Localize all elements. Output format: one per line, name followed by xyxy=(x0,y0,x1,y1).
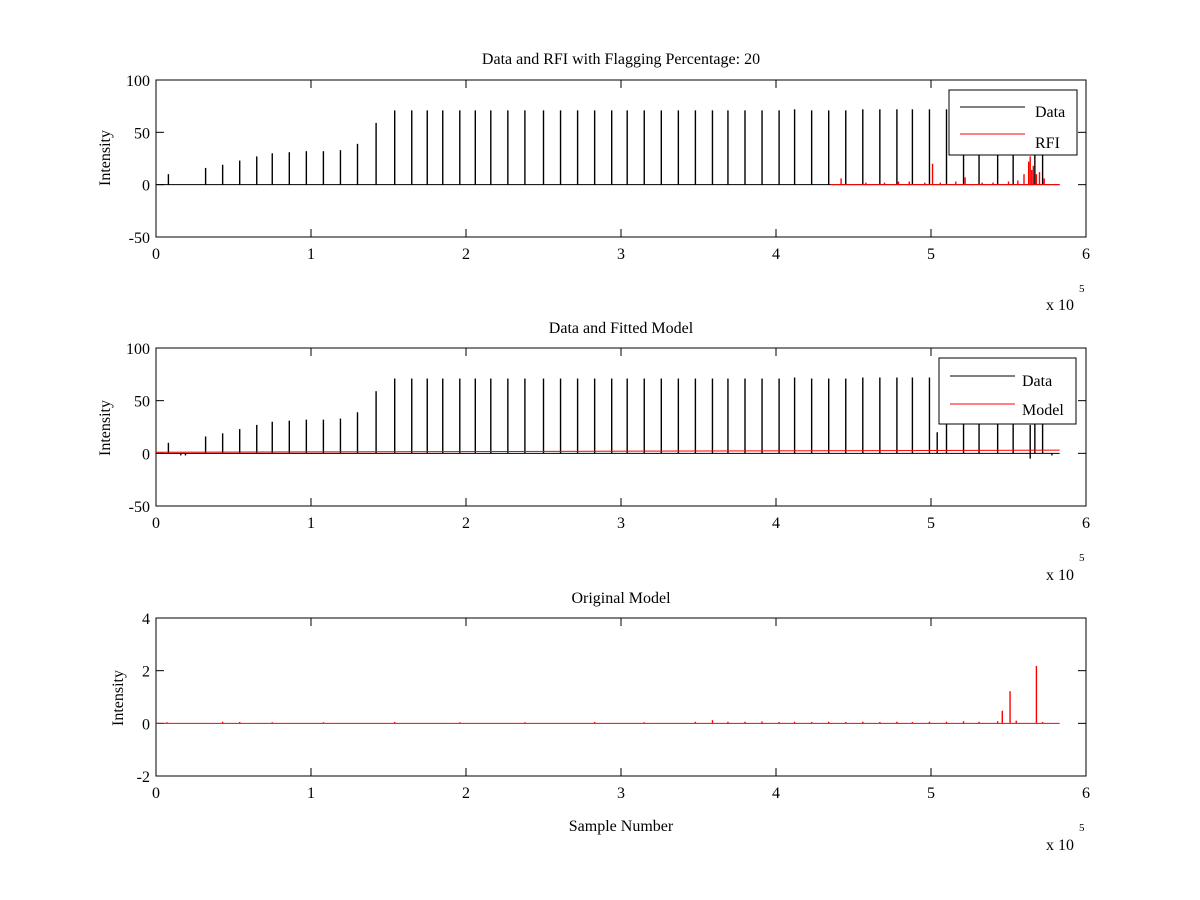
x-tick-label: 3 xyxy=(617,246,625,263)
y-tick-label: -50 xyxy=(129,230,150,247)
y-tick-label: 0 xyxy=(142,446,150,463)
y-tick-label: 0 xyxy=(142,178,150,195)
x-tick-label: 0 xyxy=(152,246,160,263)
chart-title: Original Model xyxy=(571,590,671,607)
y-tick-label: 2 xyxy=(142,664,150,681)
legend-box xyxy=(948,89,1078,156)
y-tick-label: 50 xyxy=(134,125,150,142)
x-tick-label: 3 xyxy=(617,515,625,532)
x-tick-label: 2 xyxy=(462,246,470,263)
x-tick-label: 6 xyxy=(1082,785,1090,802)
x-tick-label: 1 xyxy=(307,246,315,263)
y-axis-label: Intensity xyxy=(110,670,127,726)
chart-title: Data and RFI with Flagging Percentage: 2… xyxy=(482,51,760,68)
x-tick-label: 4 xyxy=(772,246,780,263)
y-tick-label: 100 xyxy=(126,73,150,90)
legend-label-model: Model xyxy=(1022,402,1064,419)
x-tick-label: 5 xyxy=(927,785,935,802)
plot-area xyxy=(155,617,1087,777)
plot-area xyxy=(155,79,1087,238)
y-tick-label: 50 xyxy=(134,394,150,411)
plot-area xyxy=(155,347,1087,507)
x-tick-label: 4 xyxy=(772,785,780,802)
x-tick-label: 5 xyxy=(927,246,935,263)
x-tick-label: 2 xyxy=(462,785,470,802)
y-tick-label: -50 xyxy=(129,499,150,516)
legend-label-rfi: RFI xyxy=(1035,135,1060,152)
x-multiplier-exponent: 5 xyxy=(1079,822,1085,834)
x-multiplier-exponent: 5 xyxy=(1079,283,1085,295)
legend-label-data: Data xyxy=(1035,104,1065,121)
series-line xyxy=(155,449,1060,453)
x-tick-label: 2 xyxy=(462,515,470,532)
legend: Data Model xyxy=(938,357,1077,425)
x-multiplier-label: x 10 xyxy=(1046,837,1074,854)
x-tick-label: 0 xyxy=(152,515,160,532)
x-tick-label: 1 xyxy=(307,515,315,532)
x-multiplier-label: x 10 xyxy=(1046,567,1074,584)
x-tick-label: 5 xyxy=(927,515,935,532)
plot-marks xyxy=(156,665,1060,724)
x-multiplier-exponent: 5 xyxy=(1079,552,1085,564)
plot-marks xyxy=(156,109,1060,186)
panel-rfi: Data and RFI with Flagging Percentage: 2… xyxy=(97,51,1090,314)
legend-box xyxy=(938,357,1077,425)
x-tick-label: 6 xyxy=(1082,246,1090,263)
y-axis-label: Intensity xyxy=(97,400,114,456)
x-tick-label: 4 xyxy=(772,515,780,532)
y-axis-label: Intensity xyxy=(97,130,114,186)
x-tick-label: 6 xyxy=(1082,515,1090,532)
series-1 xyxy=(830,156,1060,186)
legend: Data RFI xyxy=(948,89,1078,156)
x-tick-label: 0 xyxy=(152,785,160,802)
chart-title: Data and Fitted Model xyxy=(549,320,694,337)
legend-label-data: Data xyxy=(1022,373,1052,390)
y-tick-label: -2 xyxy=(137,769,150,786)
x-tick-label: 1 xyxy=(307,785,315,802)
x-multiplier-label: x 10 xyxy=(1046,297,1074,314)
series-0 xyxy=(156,665,1060,724)
series-1 xyxy=(155,449,1060,453)
x-tick-label: 3 xyxy=(617,785,625,802)
y-tick-label: 100 xyxy=(126,341,150,358)
y-tick-label: 4 xyxy=(142,611,150,628)
x-axis-label: Sample Number xyxy=(569,818,674,835)
panel-fitted-model: Data and Fitted Model Intensity 0 1 2 3 4 5 6 -… xyxy=(97,320,1090,584)
y-tick-label: 0 xyxy=(142,716,150,733)
